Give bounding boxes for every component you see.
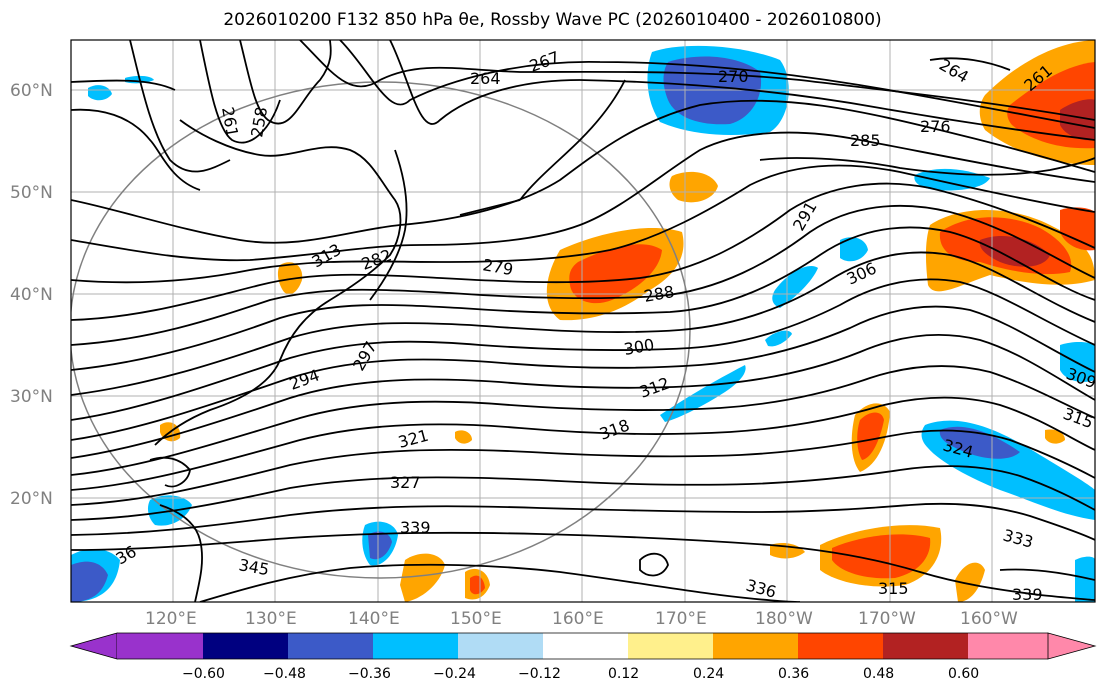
colorbar-tick: 0.24 [693,666,724,682]
shade-blue-se-corner [1075,556,1095,602]
colorbar-seg [117,633,203,659]
lat-label: 40°N [10,285,53,305]
lon-label: 160°W [960,609,1018,629]
colorbar-tick: 0.48 [863,666,894,682]
colorbar-seg [713,633,798,659]
shade-orange-se4 [955,562,985,602]
shade-red-se1 [857,412,884,460]
colorbar-tick: 0.12 [608,666,639,682]
contour-label: 270 [718,67,749,86]
lat-label: 50°N [10,183,53,203]
shade-darkred-east [979,235,1050,267]
lon-label: 140°E [348,609,400,629]
colorbar-tick: −0.36 [348,666,391,682]
map-title: 2026010200 F132 850 hPa θe, Rossby Wave … [223,10,882,30]
colorbar-extend-low [69,632,118,660]
shade-blue-small-2 [772,266,818,308]
analysis-circle [71,81,691,579]
longitude-labels: 120°E 130°E 140°E 150°E 160°E 170°E 180°… [145,609,1018,629]
shade-red-s2 [470,575,485,595]
contour-labels: 264 267 270 276 285 261 258 313 282 279 … [113,47,1099,604]
plot-frame [70,39,1096,603]
shade-orange-small [669,171,718,203]
shade-darkblue-sw [71,561,108,602]
contour-label: 315 [878,579,909,598]
shade-darkblue-se [939,426,1020,459]
lon-label: 130°E [245,609,297,629]
colorbar-seg [458,633,543,659]
colorbar-tick: −0.60 [182,666,225,682]
lon-label: 170°W [858,609,916,629]
lat-label: 60°N [10,81,53,101]
shade-red-east2 [1060,207,1095,251]
coastlines [149,57,1095,602]
colorbar-tick: 0.60 [948,666,979,682]
colorbar-tick: −0.48 [263,666,306,682]
lon-label: 160°E [552,609,604,629]
shade-blue-small-1 [840,237,868,262]
shade-red-central [569,244,662,304]
contour-label: 327 [390,473,421,492]
colorbar-tick: −0.24 [433,666,476,682]
colorbar: −0.60 −0.48 −0.36 −0.24 −0.12 0.12 0.24 … [69,632,1097,682]
colorbar-seg [373,633,458,659]
lat-label: 20°N [10,489,53,509]
contour-label: 264 [470,69,501,88]
colorbar-tick: −0.12 [518,666,561,682]
shade-blue-band [660,365,746,422]
colorbar-tick: 0.36 [778,666,809,682]
contour-label: 276 [920,117,951,136]
latitude-labels: 60°N 50°N 40°N 30°N 20°N [10,81,53,509]
colorbar-seg [288,633,373,659]
colorbar-seg [798,633,883,659]
shade-orange-s3 [455,430,472,444]
contour-label: 339 [400,518,431,537]
lat-label: 30°N [10,387,53,407]
shade-darkred-ne [1060,99,1095,141]
colorbar-seg [968,633,1048,659]
lon-label: 150°E [450,609,502,629]
lon-label: 170°E [655,609,707,629]
lon-label: 120°E [145,609,197,629]
theta-e-contours [71,40,1095,602]
lon-label: 180°W [755,609,813,629]
shade-blue-small-3 [765,330,792,347]
colorbar-seg [628,633,713,659]
colorbar-seg [543,633,628,659]
contour-label: 285 [850,131,881,150]
colorbar-extend-high [1047,632,1097,660]
colorbar-seg [203,633,288,659]
shade-darkblue-s1 [368,531,392,560]
contour-label: 339 [1012,585,1043,604]
shade-blue-east-edge [1060,341,1095,382]
colorbar-seg [883,633,968,659]
shade-blue-nw [88,85,112,101]
shade-orange-e3 [1045,429,1065,444]
